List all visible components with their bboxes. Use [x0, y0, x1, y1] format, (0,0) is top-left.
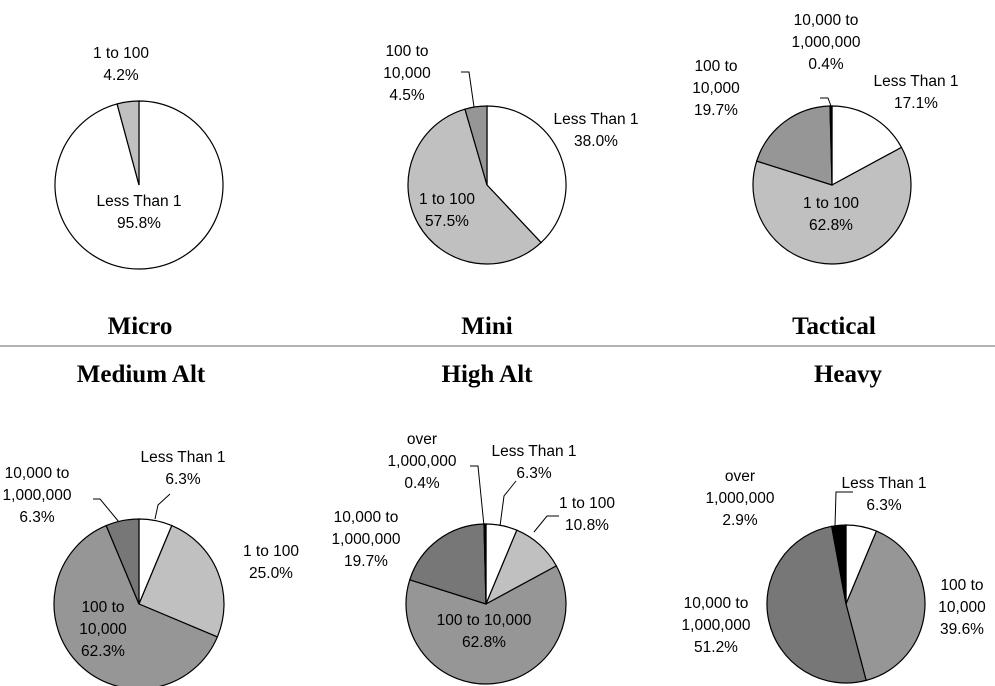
slice-10-000-to-1-000-000 [829, 105, 833, 186]
leader-line [93, 498, 120, 523]
chart-title-medium-alt: Medium Alt [77, 361, 206, 388]
leader-line [834, 491, 853, 527]
pie-medium-alt: Less Than 1 6.3% 1 to 100 25.0% 100 to 10,000… [3, 361, 299, 686]
slice-label-less-than-1: Less Than 1 95.8% [96, 193, 181, 232]
slice-label-less-than-1: Less Than 1 38.0% [553, 111, 638, 150]
slice-label-less-than-1: Less Than 1 17.1% [873, 73, 958, 112]
slice-1-to-100 [752, 146, 912, 265]
slice-label-less-than-1: Less Than 1 6.3% [841, 475, 926, 514]
slice-100-to-10-000 [464, 105, 488, 186]
pie-mini: Less Than 1 38.0% 1 to 100 57.5% 100 to 10,00… [383, 43, 638, 340]
slice-label-1-to-100: 1 to 100 57.5% [419, 191, 475, 230]
pie-tactical: Less Than 1 17.1% 1 to 100 62.8% 100 to 10,00… [692, 12, 958, 340]
slice-label-100-to-10-000: 100 to 10,000 62.8% [437, 612, 532, 651]
slice-label-less-than-1: Less Than 1 6.3% [140, 449, 225, 488]
chart-title-heavy: Heavy [814, 361, 883, 388]
slice-100-to-10-000 [53, 524, 219, 686]
slice-label-100-to-10-000: 100 to 10,000 62.3% [79, 599, 127, 660]
chart-title-micro: Micro [108, 313, 173, 340]
slice-1-to-100 [138, 524, 225, 638]
slice-100-to-10-000 [845, 530, 926, 682]
leader-line [470, 465, 485, 527]
chart-title-high-alt: High Alt [442, 361, 534, 388]
slice-100-to-10-000 [755, 105, 833, 186]
slice-label-1-to-100: 1 to 100 25.0% [243, 543, 299, 582]
slice-label-less-than-1: Less Than 1 6.3% [491, 443, 576, 482]
slice-1-to-100 [407, 108, 542, 265]
slice-label-10-000-to-1-000-000: 10,000 to 1,000,000 6.3% [3, 465, 72, 526]
slice-label-1-to-100: 1 to 100 4.2% [93, 45, 149, 84]
chart-title-tactical: Tactical [792, 313, 876, 340]
leader-line [499, 480, 517, 527]
slice-less-than-1 [831, 105, 903, 187]
pie-micro: Less Than 1 95.8% 1 to 100 4.2% Micro [54, 45, 224, 340]
slice-label-100-to-10-000: 100 to 10,000 4.5% [383, 43, 431, 104]
pie-heavy: Less Than 1 6.3% 100 to 10,000 39.6% 10,000 t… [682, 361, 986, 684]
pie-high-alt: Less Than 1 6.3% 1 to 100 10.8% 100 to 10,00… [332, 361, 615, 685]
leader-line [154, 493, 171, 520]
slice-1-to-100 [116, 100, 140, 186]
slice-label-10-000-to-1-000-000: 10,000 to 1,000,000 0.4% [792, 12, 861, 73]
leader-line [461, 71, 475, 108]
slice-over-1-000-000 [830, 524, 847, 605]
slice-label-over-1-000-000: over 1,000,000 0.4% [388, 431, 457, 492]
slice-10-000-to-1-000-000 [105, 518, 140, 605]
slice-label-over-1-000-000: over 1,000,000 2.9% [706, 468, 775, 529]
slice-label-10-000-to-1-000-000: 10,000 to 1,000,000 19.7% [332, 509, 401, 570]
slice-less-than-1 [486, 105, 567, 244]
slice-label-10-000-to-1-000-000: 10,000 to 1,000,000 51.2% [682, 595, 751, 656]
slice-100-to-10-000 [405, 565, 567, 685]
chart-title-mini: Mini [461, 313, 512, 340]
slice-label-100-to-10-000: 100 to 10,000 39.6% [938, 577, 986, 638]
slice-label-1-to-100: 1 to 100 62.8% [803, 195, 859, 234]
leader-line [820, 97, 832, 107]
slice-label-1-to-100: 1 to 100 10.8% [559, 495, 615, 534]
leader-line [533, 515, 559, 533]
slice-label-100-to-10-000: 100 to 10,000 19.7% [692, 58, 740, 119]
slice-10-000-to-1-000-000 [409, 523, 487, 605]
slice-10-000-to-1-000-000 [766, 525, 867, 684]
